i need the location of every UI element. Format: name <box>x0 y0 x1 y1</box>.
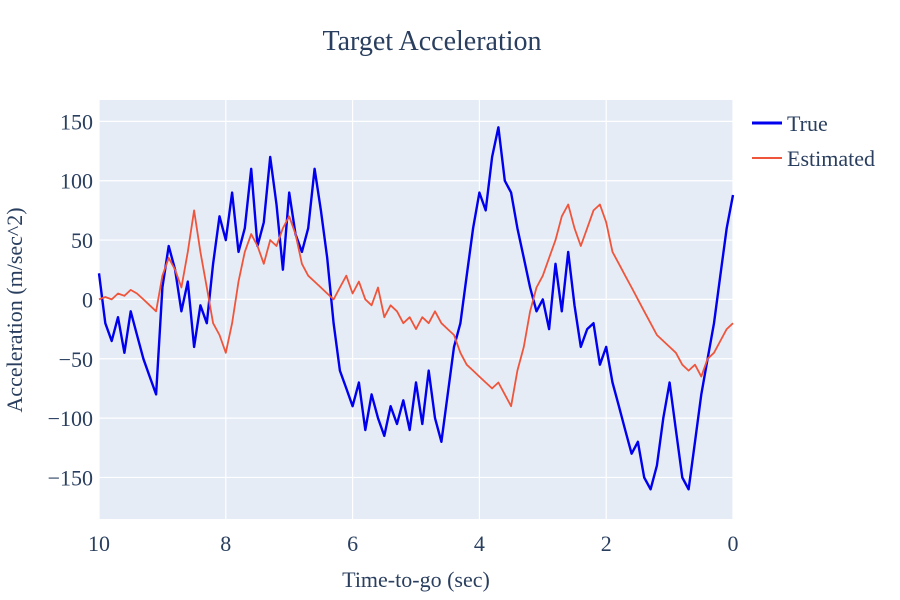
series-layer <box>97 126 735 491</box>
y-tick-label: 0 <box>82 287 93 312</box>
x-tick-label: 8 <box>220 531 231 556</box>
plot-area <box>99 100 733 519</box>
legend-label-estimated: Estimated <box>787 146 875 171</box>
y-tick-label: −150 <box>48 465 93 490</box>
legend-item-estimated[interactable]: Estimated <box>752 146 875 171</box>
series-line-estimated <box>98 203 734 408</box>
y-tick-label: 50 <box>71 228 93 253</box>
x-tick-label: 10 <box>88 531 110 556</box>
x-tick-label: 2 <box>601 531 612 556</box>
y-tick-label: 150 <box>60 109 93 134</box>
series-line-true <box>97 126 735 491</box>
gridlines <box>98 100 734 519</box>
x-tick-label: 0 <box>728 531 739 556</box>
x-axis-label: Time-to-go (sec) <box>342 567 490 592</box>
chart-title: Target Acceleration <box>322 26 541 57</box>
x-tick-label: 6 <box>347 531 358 556</box>
x-tick-label: 4 <box>474 531 485 556</box>
legend: True Estimated <box>752 111 875 171</box>
tick-labels: 150 100 50 0 −50 −100 −150 10 8 6 4 2 0 <box>48 109 739 556</box>
legend-label-true: True <box>787 111 828 136</box>
y-axis-label: Acceleration (m/sec^2) <box>2 207 27 412</box>
y-tick-label: −50 <box>59 347 93 372</box>
legend-item-true[interactable]: True <box>752 111 828 136</box>
y-tick-label: −100 <box>48 406 93 431</box>
y-tick-label: 100 <box>60 169 93 194</box>
